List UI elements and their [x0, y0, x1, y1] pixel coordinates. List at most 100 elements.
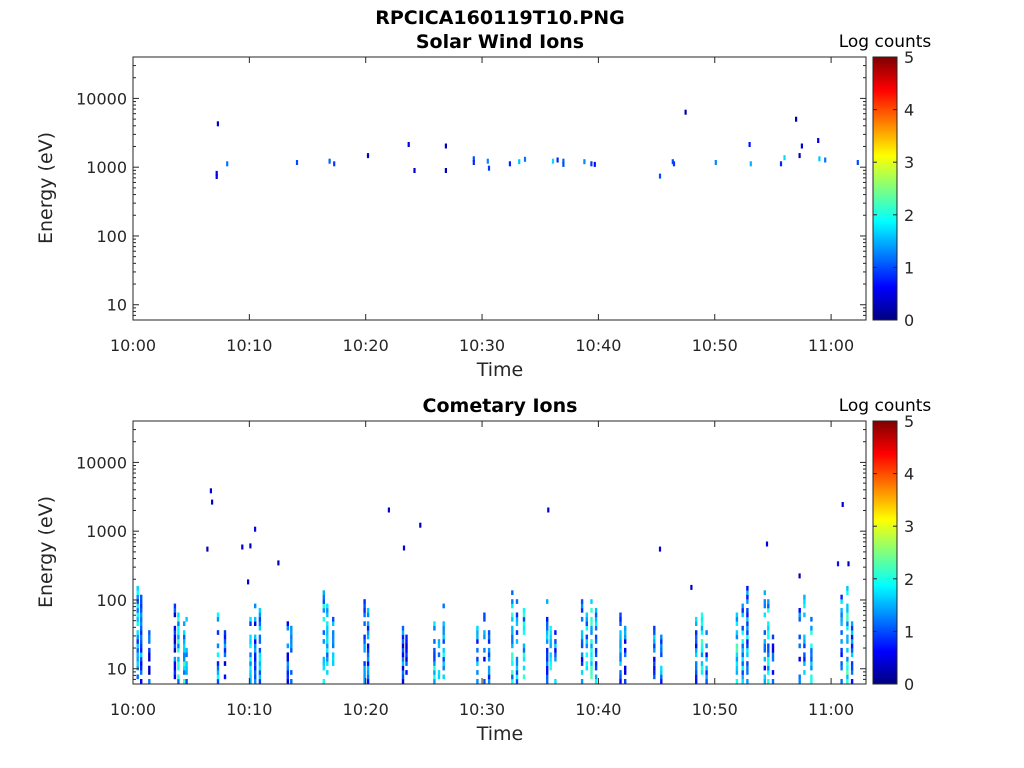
cometary-cell — [690, 584, 693, 590]
cometary-cell — [442, 652, 445, 658]
cometary-column — [850, 621, 854, 684]
cometary-cell — [522, 643, 526, 649]
cometary-cell — [216, 670, 220, 675]
cometary-cell — [660, 674, 663, 680]
cometary-cell — [177, 674, 180, 680]
cometary-cell — [700, 652, 704, 658]
cometary-cell — [185, 661, 188, 666]
cometary-cell — [653, 670, 656, 675]
cometary-cell — [177, 647, 180, 653]
cometary-cell — [483, 634, 486, 640]
cometary-cell — [767, 599, 770, 604]
cometary-cell — [136, 661, 139, 666]
cometary-cell — [619, 670, 622, 675]
cometary-cell — [136, 647, 139, 653]
cometary-cell — [258, 616, 262, 622]
cometary-column — [216, 612, 220, 684]
cometary-cell — [700, 612, 704, 618]
cometary-cell — [136, 612, 139, 618]
cometary-cell — [585, 652, 588, 658]
cometary-cell — [846, 585, 849, 591]
cometary-cell — [810, 661, 813, 666]
cometary-cell — [594, 612, 598, 618]
cometary-cell — [476, 661, 479, 666]
cometary-cell — [326, 656, 329, 662]
cometary-cell — [741, 652, 744, 658]
cometary-cell — [148, 670, 151, 675]
cometary-cell — [173, 661, 177, 666]
cometary-cell — [476, 634, 479, 640]
cometary-cell — [522, 608, 526, 613]
cometary-cell — [183, 679, 186, 684]
cometary-cell — [136, 639, 139, 644]
cometary-cell — [322, 639, 325, 644]
cometary-cell — [476, 639, 479, 644]
cometary-cell — [286, 643, 289, 649]
cometary-cell — [366, 665, 370, 671]
cometary-cell — [326, 670, 329, 675]
cometary-cell — [185, 665, 188, 671]
cometary-cell — [846, 612, 849, 618]
cometary-cell — [363, 643, 366, 649]
cometary-column — [177, 612, 180, 684]
cometary-column — [746, 585, 749, 684]
cometary-cell — [767, 603, 770, 609]
cometary-cell — [846, 639, 849, 644]
cometary-column — [173, 603, 177, 680]
cometary-cell — [660, 670, 663, 675]
cometary-column — [585, 612, 588, 671]
cometary-cell — [803, 634, 806, 640]
solar-wind-cell — [333, 161, 336, 167]
cometary-cell — [522, 652, 526, 658]
cometary-cell — [803, 599, 806, 604]
cometary-column — [522, 608, 526, 680]
cometary-cell — [590, 656, 593, 662]
cometary-cell — [763, 674, 766, 680]
cometary-cell — [763, 603, 766, 609]
cometary-cell — [326, 621, 329, 626]
cometary-cell — [619, 612, 622, 618]
cometary-cell — [549, 639, 552, 644]
cometary-cell — [177, 665, 180, 671]
cometary-cell — [735, 643, 739, 649]
cometary-cell — [846, 621, 849, 626]
cometary-cell — [746, 647, 749, 653]
solar-wind-xlabel: Time — [476, 359, 524, 381]
cometary-cell — [483, 679, 486, 684]
cometary-cell — [594, 647, 598, 653]
cometary-cell — [767, 670, 770, 675]
cometary-cell — [366, 643, 370, 649]
cometary-cell — [401, 634, 405, 640]
cometary-cell — [483, 656, 486, 662]
cometary-cell — [624, 625, 627, 631]
solar-wind-cell — [508, 161, 511, 167]
cometary-cell — [700, 665, 704, 671]
cometary-cell — [619, 621, 622, 626]
cometary-cell — [705, 674, 708, 680]
cometary-cell — [741, 670, 744, 675]
cometary-cell — [700, 670, 704, 675]
cometary-cell — [136, 674, 139, 680]
cometary-cell — [767, 656, 770, 662]
cometary-cell — [700, 647, 704, 653]
cometary-cell — [700, 621, 704, 626]
cometary-cell — [258, 679, 262, 684]
cometary-cell — [658, 546, 662, 552]
cometary-cell — [803, 661, 806, 666]
solar-wind-cell — [590, 161, 593, 167]
cometary-xtick-label: 11:00 — [808, 700, 854, 719]
cometary-cell — [366, 634, 370, 640]
cometary-cell — [850, 634, 854, 640]
cometary-cell — [511, 630, 514, 635]
cometary-cell — [322, 599, 325, 604]
cometary-cell — [209, 488, 212, 494]
cometary-cell — [660, 647, 663, 653]
cometary-cell — [590, 616, 593, 622]
cometary-cell — [332, 661, 335, 666]
cometary-cell — [183, 634, 186, 640]
cometary-cell — [442, 661, 445, 666]
cometary-cell — [216, 674, 220, 680]
cometary-cell — [258, 661, 262, 666]
solar-wind-cell — [487, 165, 491, 171]
cometary-cell — [177, 616, 180, 622]
